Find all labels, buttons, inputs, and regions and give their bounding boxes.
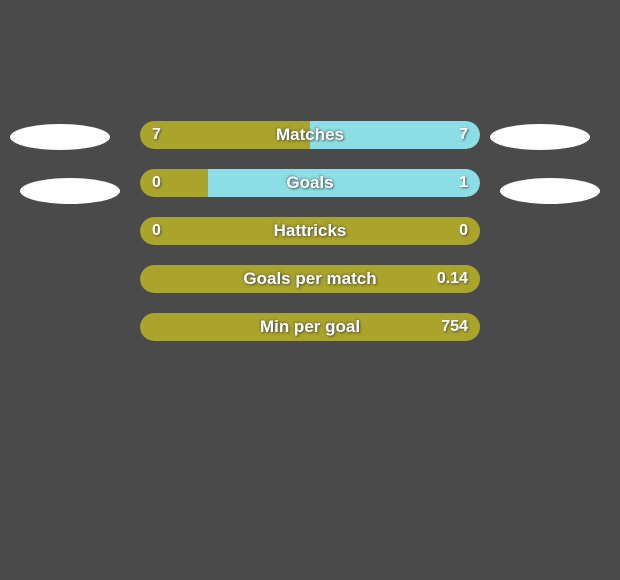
- stat-value-right: 0.14: [437, 270, 468, 288]
- team-ellipse: [490, 124, 590, 150]
- stat-bar-track: Matches: [140, 121, 480, 149]
- stat-bar-track: Hattricks: [140, 217, 480, 245]
- stat-bar-left: [140, 169, 208, 197]
- stat-bar-right: [208, 169, 480, 197]
- stat-label: Matches: [276, 125, 344, 145]
- stat-value-right: 1: [459, 174, 468, 192]
- stat-value-left: 0: [152, 222, 161, 240]
- stat-value-left: 0: [152, 174, 161, 192]
- team-ellipse: [20, 178, 120, 204]
- stat-value-right: 0: [459, 222, 468, 240]
- stats-container: Matches 7 7 Goals 0 1 Hattricks 0 0 Goals per mat…: [0, 117, 620, 345]
- stat-label: Goals: [286, 173, 333, 193]
- stat-bar-track: Goals: [140, 169, 480, 197]
- team-ellipse: [500, 178, 600, 204]
- stat-row: Min per goal 754: [0, 309, 620, 345]
- team-ellipse: [10, 124, 110, 150]
- stat-bar-track: Min per goal: [140, 313, 480, 341]
- stat-label: Hattricks: [274, 221, 347, 241]
- stat-bar-track: Goals per match: [140, 265, 480, 293]
- stat-value-left: 7: [152, 126, 161, 144]
- stat-row: Goals per match 0.14: [0, 261, 620, 297]
- stat-value-right: 754: [441, 318, 468, 336]
- stat-label: Goals per match: [243, 269, 376, 289]
- stat-row: Hattricks 0 0: [0, 213, 620, 249]
- stat-label: Min per goal: [260, 317, 360, 337]
- stat-value-right: 7: [459, 126, 468, 144]
